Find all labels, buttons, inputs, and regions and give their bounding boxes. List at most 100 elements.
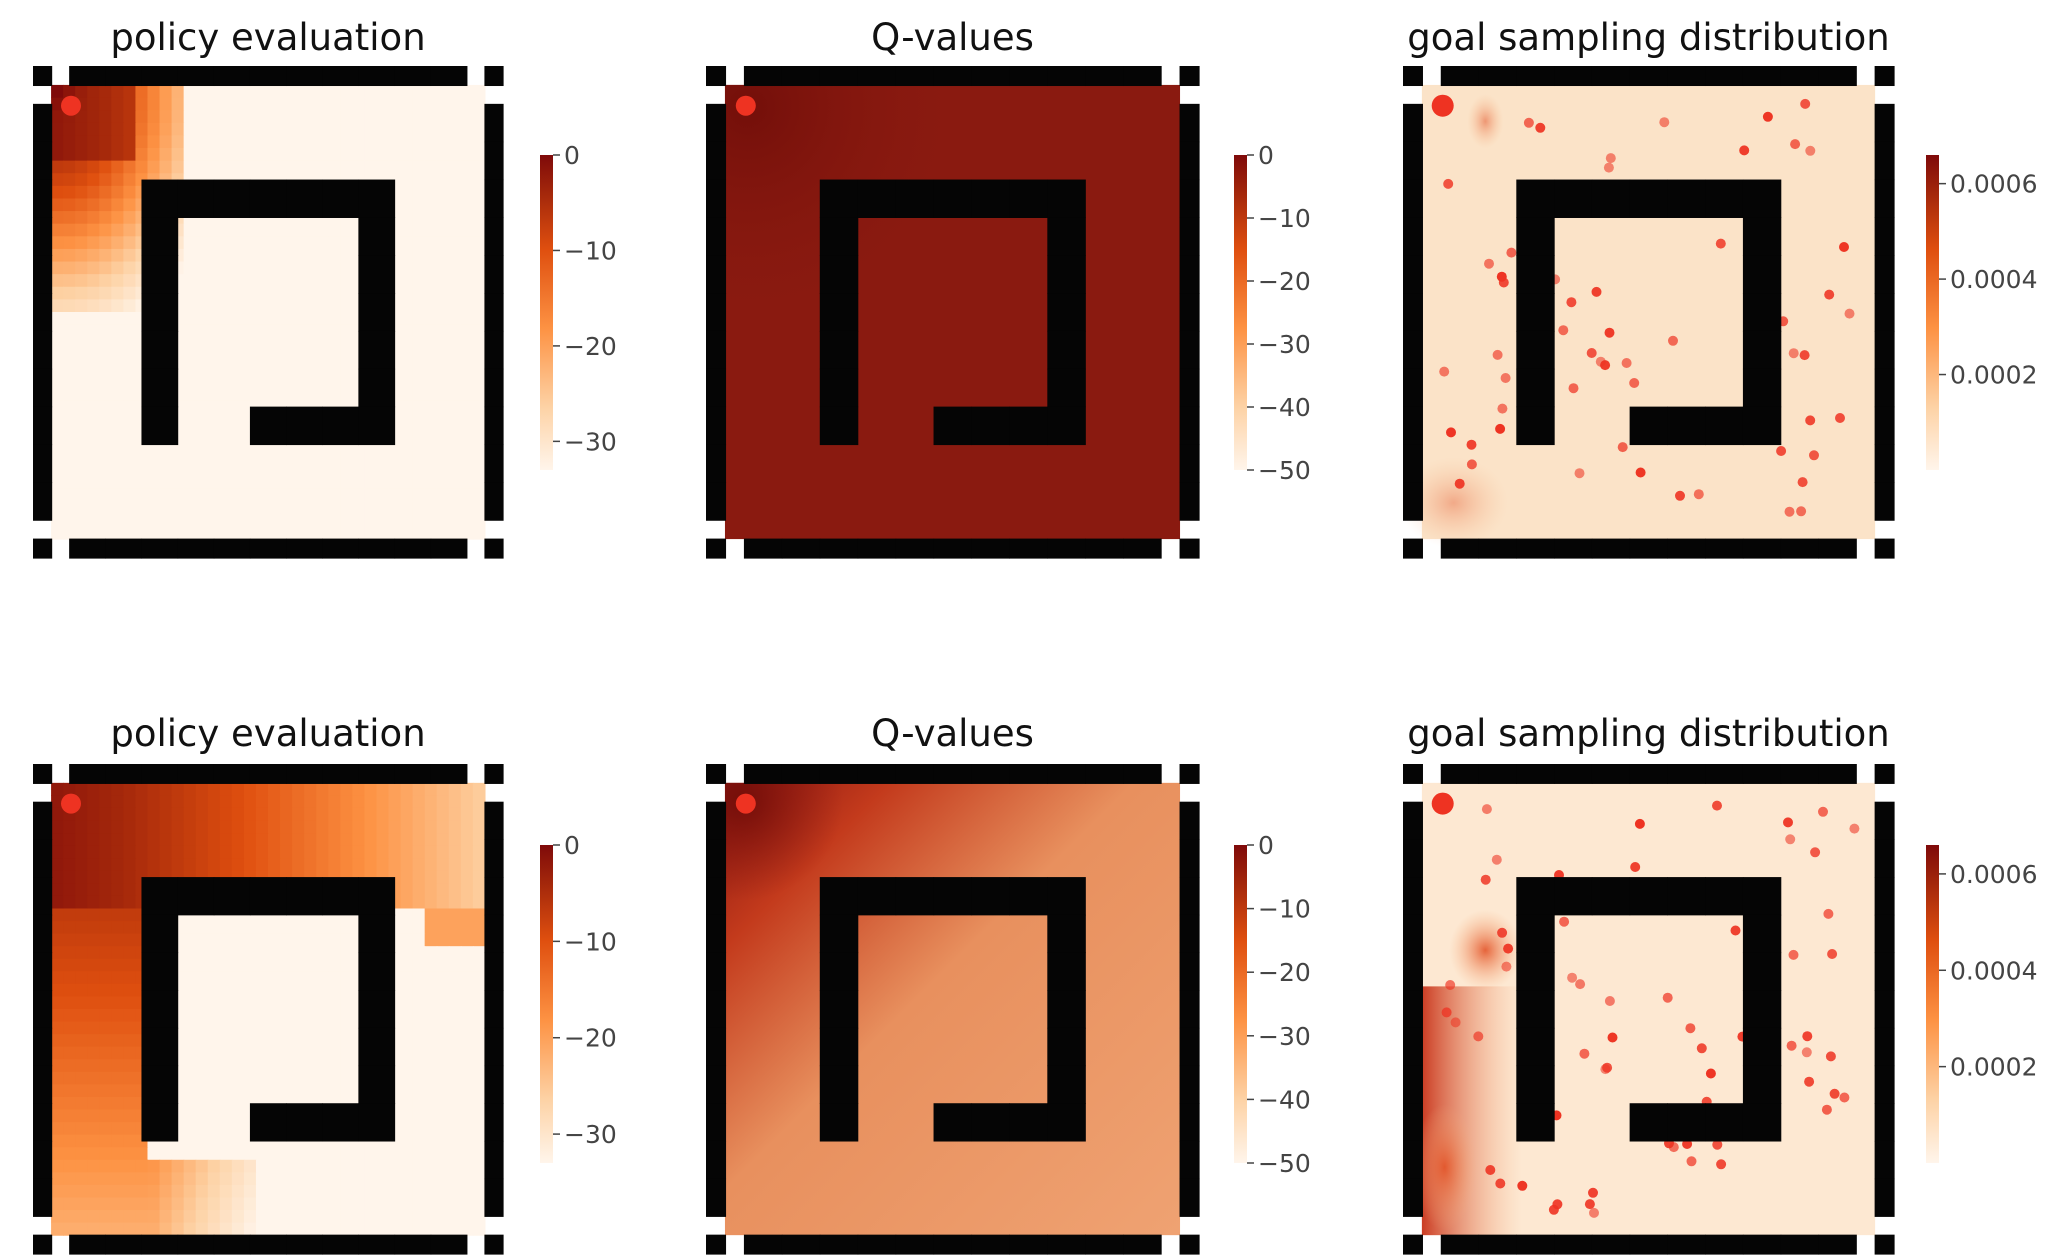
heat-cell <box>87 223 100 237</box>
heat-cell <box>183 488 197 502</box>
heat-cell <box>231 513 245 528</box>
heat-cell <box>87 450 100 464</box>
heat-cell <box>328 501 341 515</box>
heat-cell <box>412 84 426 99</box>
heat-cell <box>231 858 245 872</box>
heat-cell <box>111 173 124 187</box>
heat-cell <box>63 833 76 847</box>
heat-cell <box>280 387 293 401</box>
heat-cell <box>472 908 486 922</box>
heat-cell <box>219 349 233 364</box>
heat-cell <box>207 921 221 935</box>
heat-cell <box>63 412 76 427</box>
maze-wall <box>933 406 973 446</box>
heat-cell <box>183 110 197 124</box>
goal-sample <box>1466 459 1477 470</box>
heat-cell <box>292 1197 305 1211</box>
heat-cell <box>63 870 76 884</box>
heat-cell <box>472 1059 486 1073</box>
heat-cell <box>243 820 257 834</box>
heat-cell <box>304 110 317 124</box>
maze-wall <box>1516 66 1555 87</box>
heat-cell <box>171 501 185 515</box>
heat-cell <box>280 463 293 477</box>
heat-cell <box>364 97 378 111</box>
colorbar-tick-label: −40 <box>1258 393 1311 422</box>
heat-cell <box>268 1184 281 1199</box>
maze-wall <box>1874 538 1895 559</box>
heat-cell <box>243 160 257 174</box>
maze-wall <box>933 877 973 916</box>
maze-wall <box>33 914 53 954</box>
maze-wall <box>286 538 323 559</box>
heat-cell <box>99 833 112 847</box>
heat-cell <box>135 795 149 809</box>
heat-cell <box>123 400 137 414</box>
heat-cell <box>207 782 221 797</box>
heat-cell <box>424 526 438 540</box>
maze-wall <box>69 764 106 784</box>
heat-cell <box>231 261 245 275</box>
heat-cell <box>231 1122 245 1136</box>
heat-cell <box>147 463 161 477</box>
heat-cell <box>364 110 378 124</box>
heat-cell <box>243 463 257 477</box>
heat-cell <box>231 1184 245 1199</box>
heat-cell <box>219 97 233 111</box>
heat-cell <box>147 160 161 174</box>
heat-cell <box>123 185 137 200</box>
heat-cell <box>268 1009 281 1023</box>
heat-cell <box>400 97 414 111</box>
heat-cell <box>268 463 281 477</box>
maze-wall <box>1516 952 1555 991</box>
heat-cell <box>219 1071 233 1085</box>
maze-wall <box>286 1103 323 1142</box>
heat-cell <box>183 958 197 972</box>
maze-wall <box>1179 1178 1200 1217</box>
maze-wall <box>1047 877 1086 916</box>
heat-cell <box>424 135 438 149</box>
heat-cell <box>195 412 209 427</box>
goal-sample <box>1446 427 1456 438</box>
goal-sample <box>1523 117 1534 128</box>
heat-cell <box>207 122 221 136</box>
heat-cell <box>63 122 76 136</box>
heat-cell <box>135 1159 149 1173</box>
maze-wall <box>33 952 53 991</box>
heat-cell <box>123 1210 137 1224</box>
heat-cell <box>147 84 161 99</box>
maze-wall <box>1403 66 1423 87</box>
heat-cell <box>412 135 426 149</box>
maze-wall <box>1742 179 1782 218</box>
heat-cell <box>123 236 137 250</box>
heat-cell <box>328 833 341 847</box>
heat-cell <box>292 1172 305 1186</box>
heat-cell <box>304 261 317 275</box>
heat-cell <box>472 185 486 200</box>
goal-sample <box>1473 1031 1484 1042</box>
heat-cell <box>75 387 88 401</box>
heat-cell <box>255 526 269 540</box>
heat-cell <box>268 1159 281 1173</box>
heat-cell <box>75 223 88 237</box>
heat-cell <box>316 1046 329 1060</box>
maze-wall <box>743 764 783 784</box>
colorbar-tick-label: 0.0002 <box>1950 361 2037 390</box>
heat-cell <box>460 883 474 897</box>
heat-cell <box>231 501 245 515</box>
goal-sample <box>1559 916 1570 927</box>
goal-sample <box>1567 972 1578 983</box>
heat-cell <box>280 946 293 960</box>
heat-cell <box>99 1172 112 1186</box>
maze-wall <box>1705 1234 1744 1255</box>
heat-cell <box>352 1184 366 1199</box>
heat-cell <box>123 1084 137 1098</box>
heat-cell <box>75 946 88 960</box>
heat-cell <box>171 110 185 124</box>
heat-cell <box>376 807 390 822</box>
heat-cell <box>207 312 221 326</box>
density-field <box>1421 84 1876 540</box>
heat-cell <box>376 1159 390 1173</box>
heat-cell <box>376 1210 390 1224</box>
heat-cell <box>472 513 486 528</box>
